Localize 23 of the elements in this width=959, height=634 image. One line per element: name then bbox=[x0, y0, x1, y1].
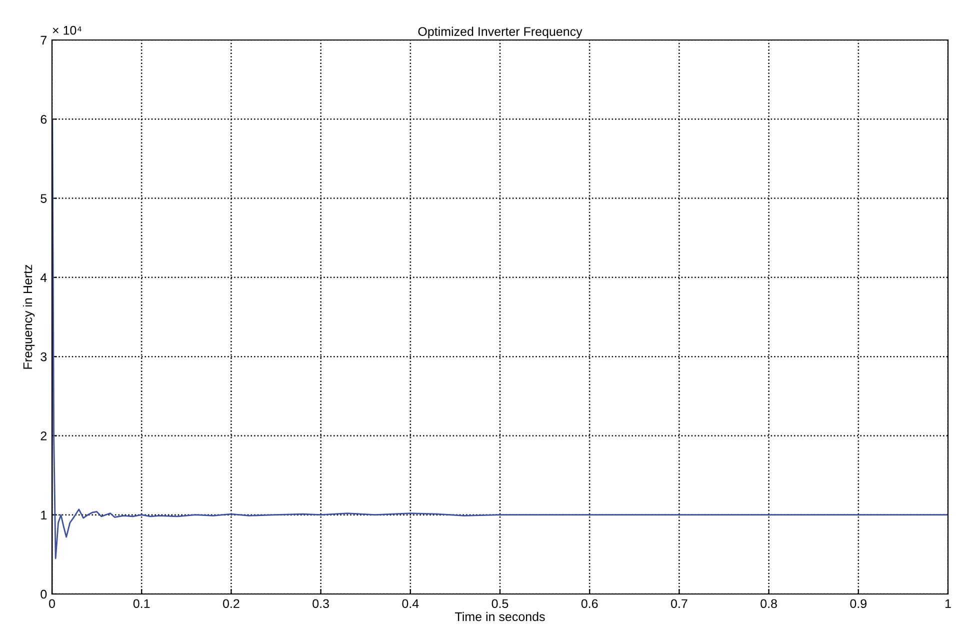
x-tick-label: 0.2 bbox=[223, 599, 240, 608]
x-tick-label: 0.9 bbox=[850, 599, 866, 608]
y-tick-label: 7 bbox=[40, 36, 47, 45]
x-tick-label: 0.3 bbox=[312, 599, 329, 608]
x-tick-label: 0.8 bbox=[760, 599, 777, 608]
x-tick-label: 0.4 bbox=[402, 599, 419, 608]
x-axis-title: Time in seconds bbox=[455, 612, 545, 622]
text: × 10⁴ bbox=[52, 26, 82, 35]
x-tick-label: 0 bbox=[49, 599, 55, 608]
y-tick-label: 0 bbox=[40, 590, 47, 599]
y-tick-label: 2 bbox=[40, 432, 47, 440]
chart-title: Optimized Inverter Frequency bbox=[418, 26, 582, 38]
y-axis-title: Frequency in Hertz bbox=[22, 264, 35, 369]
x-tick-label: 0.6 bbox=[581, 599, 598, 608]
x-tick-label: 0.1 bbox=[133, 599, 150, 608]
y-tick-label: 4 bbox=[40, 273, 47, 282]
x-tick-label: 1 bbox=[945, 599, 951, 608]
y-tick-label: 5 bbox=[40, 194, 47, 203]
y-tick-label: 1 bbox=[41, 510, 47, 520]
x-tick-label: 0.7 bbox=[671, 599, 688, 608]
y-tick-label: 6 bbox=[40, 114, 47, 124]
y-tick-label: 3 bbox=[40, 352, 47, 362]
x-tick-label: 0.5 bbox=[492, 599, 508, 608]
